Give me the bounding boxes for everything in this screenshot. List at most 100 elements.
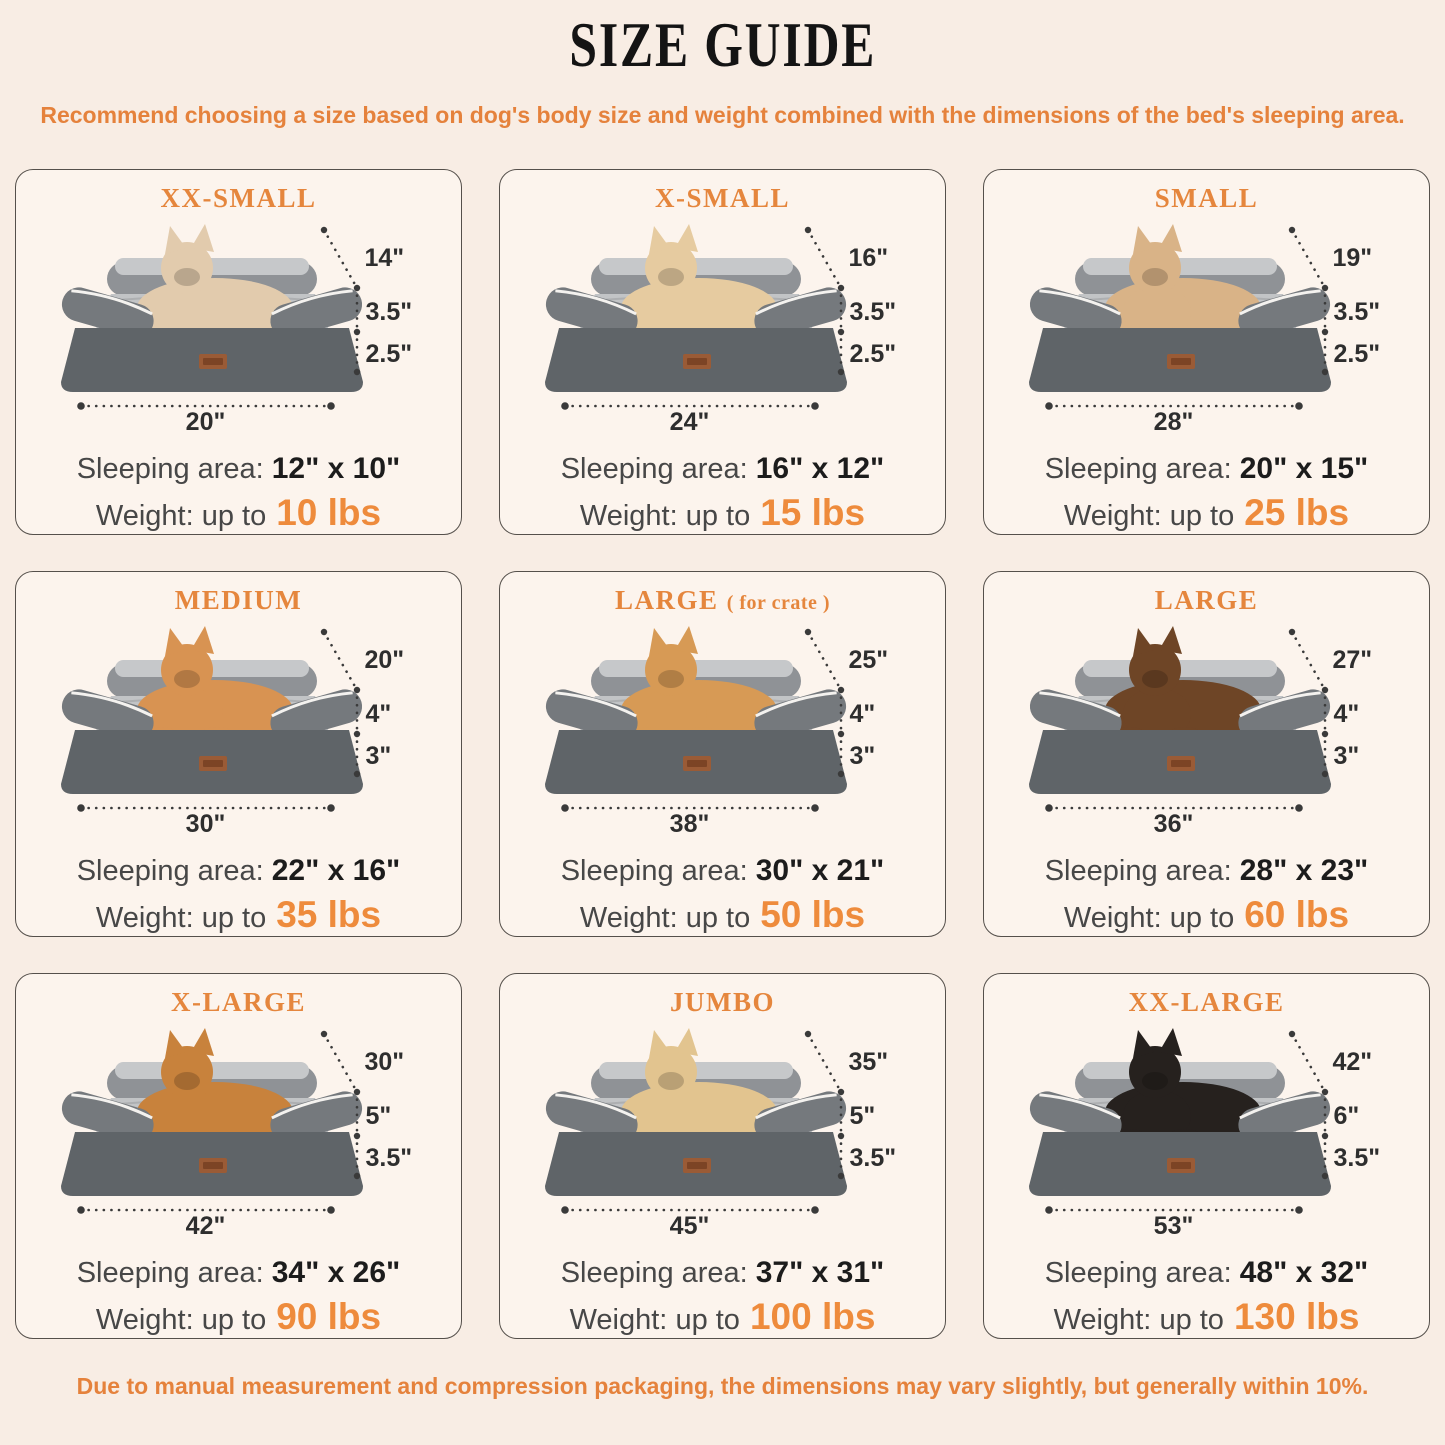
- sleeping-area-label: Sleeping area:: [76, 1256, 264, 1289]
- size-title: X-LARGE: [18, 987, 459, 1018]
- bed-photo: 25" 4" 3" 38": [502, 618, 943, 848]
- bed-photo: 42" 6" 3.5" 53": [986, 1020, 1427, 1250]
- up-to-label: up to: [685, 500, 751, 533]
- weight-value: 25 lbs: [1244, 492, 1350, 534]
- dim-base-height: 2.5": [1333, 339, 1381, 368]
- dim-base-height: 2.5": [849, 339, 897, 368]
- dim-base-height: 3.5": [1333, 1143, 1381, 1172]
- sleeping-area-line: Sleeping area: 22" x 16": [18, 852, 459, 890]
- up-to-label: up to: [1169, 902, 1235, 935]
- size-name: JUMBO: [670, 987, 775, 1017]
- size-card-x-large: X-LARGE 30" 5" 3.5" 42" Sleeping area: 34…: [15, 973, 462, 1339]
- dim-diagonal: 42": [1332, 1047, 1373, 1076]
- sleeping-area-label: Sleeping area:: [560, 854, 748, 887]
- sleeping-area-line: Sleeping area: 28" x 23": [986, 852, 1427, 890]
- sleeping-area-line: Sleeping area: 37" x 31": [502, 1254, 943, 1292]
- size-name: MEDIUM: [174, 585, 303, 615]
- dim-width: 45": [669, 1211, 710, 1240]
- dim-bolster-height: 4": [365, 699, 392, 728]
- size-name: X-LARGE: [170, 987, 306, 1017]
- weight-label: Weight:: [95, 1304, 194, 1337]
- sleeping-area-value: 12" x 10": [271, 451, 401, 485]
- dim-diagonal: 20": [364, 645, 405, 674]
- weight-label: Weight:: [1053, 1304, 1152, 1337]
- dim-diagonal: 19": [1332, 243, 1373, 272]
- bed-photo: 20" 4" 3" 30": [18, 618, 459, 848]
- size-title: LARGE: [986, 585, 1427, 616]
- weight-value: 15 lbs: [760, 492, 866, 534]
- sleeping-area-value: 22" x 16": [271, 853, 401, 887]
- sleeping-area-label: Sleeping area:: [560, 1256, 748, 1289]
- dim-bolster-height: 5": [849, 1101, 876, 1130]
- up-to-label: up to: [685, 902, 751, 935]
- weight-value: 35 lbs: [276, 894, 382, 936]
- sleeping-area-label: Sleeping area:: [76, 452, 264, 485]
- bed-photo: 14" 3.5" 2.5" 20": [18, 216, 459, 446]
- weight-line: Weight: up to 50 lbs: [502, 891, 943, 936]
- dim-base-height: 3": [1333, 741, 1360, 770]
- weight-value: 50 lbs: [760, 894, 866, 936]
- dim-width: 36": [1153, 809, 1194, 838]
- up-to-label: up to: [201, 1304, 267, 1337]
- dim-width: 53": [1153, 1211, 1194, 1240]
- dim-bolster-height: 3.5": [365, 297, 413, 326]
- weight-line: Weight: up to 10 lbs: [18, 489, 459, 534]
- dim-diagonal: 14": [364, 243, 405, 272]
- dim-diagonal: 16": [848, 243, 889, 272]
- sleeping-area-label: Sleeping area:: [560, 452, 748, 485]
- sleeping-area-label: Sleeping area:: [1044, 854, 1232, 887]
- bed-photo: 16" 3.5" 2.5" 24": [502, 216, 943, 446]
- weight-line: Weight: up to 100 lbs: [502, 1293, 943, 1338]
- size-title: XX-SMALL: [18, 183, 459, 214]
- page-title: SIZE GUIDE: [569, 9, 876, 81]
- size-title: LARGE ( for crate ): [502, 585, 943, 616]
- sleeping-area-value: 37" x 31": [755, 1255, 885, 1289]
- dim-width: 20": [185, 407, 226, 436]
- page-subtitle: Recommend choosing a size based on dog's…: [40, 102, 1405, 128]
- weight-line: Weight: up to 35 lbs: [18, 891, 459, 936]
- size-card-x-small: X-SMALL 16" 3.5" 2.5" 24" Sleeping area:…: [499, 169, 946, 535]
- size-card-xx-large: XX-LARGE 42" 6" 3.5" 53" Sleeping area: 4…: [983, 973, 1430, 1339]
- dim-diagonal: 35": [848, 1047, 889, 1076]
- dim-width: 24": [669, 407, 710, 436]
- size-name: X-SMALL: [654, 183, 790, 213]
- up-to-label: up to: [201, 902, 267, 935]
- sleeping-area-line: Sleeping area: 20" x 15": [986, 450, 1427, 488]
- weight-label: Weight:: [95, 902, 194, 935]
- dim-width: 28": [1153, 407, 1194, 436]
- size-card-medium: MEDIUM 20" 4" 3" 30" Sleeping area: 22" x…: [15, 571, 462, 937]
- dim-width: 42": [185, 1211, 226, 1240]
- size-note: ( for crate ): [726, 592, 831, 614]
- size-name: LARGE: [614, 585, 719, 615]
- sleeping-area-value: 28" x 23": [1239, 853, 1369, 887]
- sleeping-area-line: Sleeping area: 16" x 12": [502, 450, 943, 488]
- dim-base-height: 2.5": [365, 339, 413, 368]
- weight-value: 60 lbs: [1244, 894, 1350, 936]
- sleeping-area-value: 16" x 12": [755, 451, 885, 485]
- dim-base-height: 3.5": [365, 1143, 413, 1172]
- size-title: JUMBO: [502, 987, 943, 1018]
- size-title: SMALL: [986, 183, 1427, 214]
- sleeping-area-line: Sleeping area: 48" x 32": [986, 1254, 1427, 1292]
- weight-value: 100 lbs: [749, 1296, 876, 1338]
- dim-bolster-height: 4": [1333, 699, 1360, 728]
- sleeping-area-value: 48" x 32": [1239, 1255, 1369, 1289]
- sleeping-area-label: Sleeping area:: [76, 854, 264, 887]
- sleeping-area-value: 30" x 21": [755, 853, 885, 887]
- size-title: XX-LARGE: [986, 987, 1427, 1018]
- sleeping-area-value: 34" x 26": [271, 1255, 401, 1289]
- up-to-label: up to: [1159, 1304, 1224, 1337]
- sleeping-area-label: Sleeping area:: [1044, 452, 1232, 485]
- weight-value: 10 lbs: [276, 492, 382, 534]
- up-to-label: up to: [675, 1304, 740, 1337]
- sleeping-area-value: 20" x 15": [1239, 451, 1369, 485]
- dim-diagonal: 25": [848, 645, 889, 674]
- sleeping-area-label: Sleeping area:: [1044, 1256, 1232, 1289]
- page-footer: Due to manual measurement and compressio…: [76, 1373, 1369, 1399]
- size-title: X-SMALL: [502, 183, 943, 214]
- weight-value: 90 lbs: [276, 1296, 382, 1338]
- bed-photo: 19" 3.5" 2.5" 28": [986, 216, 1427, 446]
- weight-line: Weight: up to 25 lbs: [986, 489, 1427, 534]
- page-header: SIZE GUIDE Recommend choosing a size bas…: [0, 0, 1445, 129]
- weight-label: Weight:: [1063, 500, 1162, 533]
